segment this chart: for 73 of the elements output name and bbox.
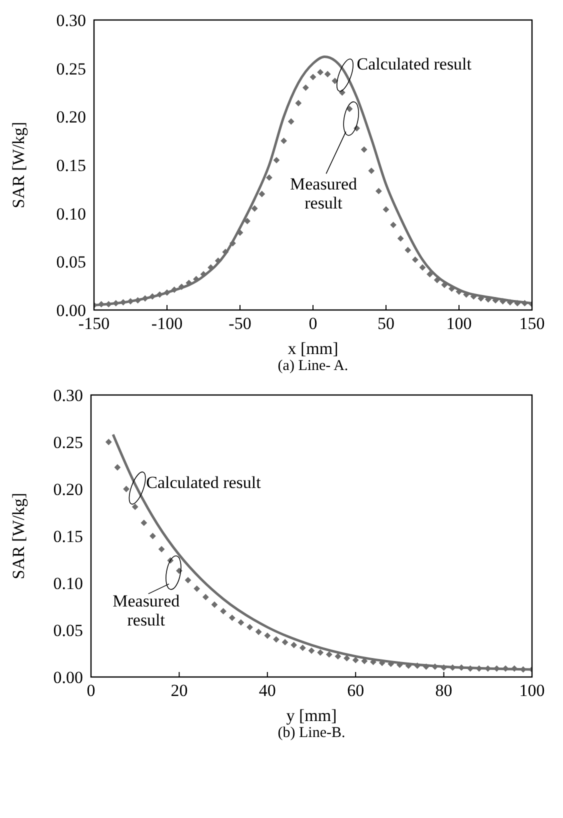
x-tick-label: 50: [378, 314, 394, 334]
point: [211, 601, 218, 608]
point: [422, 663, 430, 670]
point: [476, 665, 482, 672]
point: [158, 546, 165, 552]
point: [449, 664, 456, 671]
x-tick-label: -50: [228, 314, 252, 334]
point: [194, 585, 200, 592]
point: [308, 647, 315, 654]
point: [290, 642, 298, 648]
y-axis-title: SAR [W/kg]: [9, 122, 28, 208]
x-tick-label: 100: [446, 314, 472, 334]
y-tick-label: 0.10: [53, 574, 83, 594]
point: [282, 639, 288, 646]
y-tick-label: 0.00: [56, 301, 86, 320]
text: (a) Line- A.: [276, 358, 350, 375]
y-tick-label: 0.05: [53, 621, 83, 640]
point: [299, 644, 306, 652]
text: (b) Line-B.: [276, 725, 346, 742]
point: [114, 464, 121, 471]
series-label: Measured result: [290, 174, 358, 213]
x-tick-label: -100: [151, 314, 183, 334]
point: [184, 576, 192, 584]
point: [414, 662, 421, 669]
point: [105, 438, 112, 446]
y-tick-label: 0.25: [56, 59, 86, 78]
series-label: Measured result: [112, 592, 180, 630]
point: [352, 656, 359, 664]
y-tick-label: 0.15: [53, 527, 83, 546]
line-series: [112, 433, 532, 671]
y-tick-label: 0.10: [56, 204, 86, 224]
point: [202, 594, 209, 600]
series-label: Calculated result: [146, 473, 262, 492]
x-tick-label: 60: [347, 681, 364, 700]
x-tick-label: 0: [86, 681, 96, 700]
point: [405, 662, 412, 669]
x-tick-label: 20: [170, 681, 188, 700]
point: [317, 649, 324, 656]
x-tick-label: 100: [519, 681, 545, 700]
y-tick-label: 0.30: [53, 386, 83, 406]
point: [255, 628, 262, 636]
y-tick-label: 0.00: [53, 668, 83, 688]
point: [344, 655, 350, 662]
point: [140, 520, 148, 526]
x-tick-label: 40: [258, 681, 276, 700]
point: [132, 504, 138, 510]
x-tick-label: 150: [519, 314, 545, 334]
y-tick-label: 0.15: [56, 156, 86, 176]
point: [440, 664, 447, 671]
point: [326, 651, 332, 658]
x-tick-label: 80: [435, 681, 452, 700]
point: [432, 663, 438, 670]
y-axis-title: SAR [W/kg]: [9, 492, 28, 580]
point: [494, 665, 500, 672]
x-axis-title: x [mm]: [288, 339, 338, 358]
y-tick-label: 0.25: [53, 433, 83, 452]
point: [228, 614, 236, 621]
point: [502, 665, 509, 672]
series-label: Calculated result: [356, 54, 472, 74]
point: [511, 665, 518, 672]
y-tick-label: 0.05: [56, 252, 86, 272]
point: [246, 624, 253, 630]
x-axis-title: y [mm]: [286, 706, 337, 725]
y-tick-label: 0.20: [53, 480, 83, 500]
point: [334, 653, 342, 660]
point: [396, 662, 403, 668]
point: [273, 636, 280, 643]
y-tick-label: 0.30: [56, 11, 86, 30]
point: [220, 608, 226, 614]
point: [264, 632, 271, 639]
x-tick-label: 0: [308, 314, 318, 334]
y-tick-label: 0.20: [56, 108, 86, 127]
point: [238, 619, 244, 626]
